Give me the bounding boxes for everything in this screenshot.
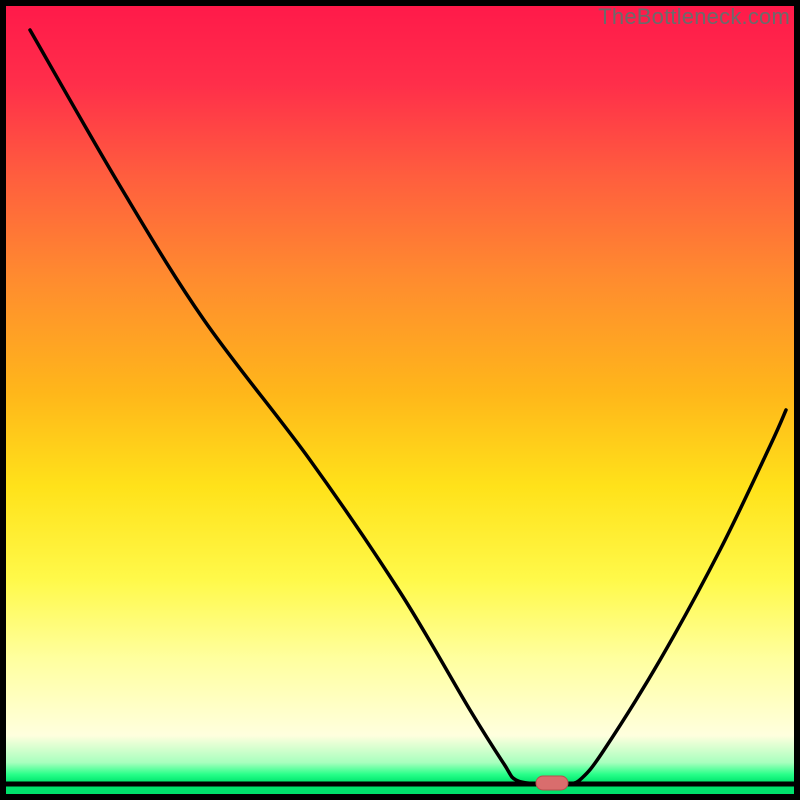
watermark-label: TheBottleneck.com	[598, 4, 790, 30]
bottleneck-chart	[0, 0, 800, 800]
optimal-marker	[536, 776, 568, 790]
gradient-background	[6, 6, 794, 782]
chart-container: TheBottleneck.com	[0, 0, 800, 800]
